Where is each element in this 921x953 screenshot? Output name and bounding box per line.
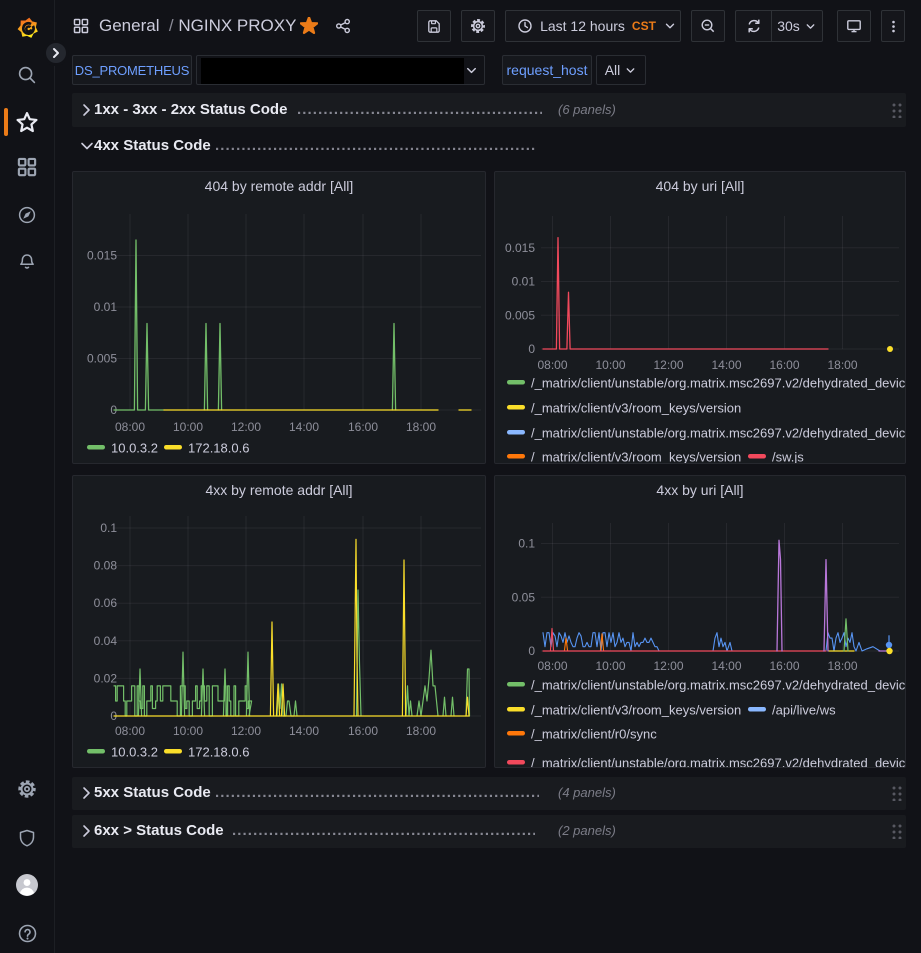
svg-text:/_matrix/client/unstable/org.m: /_matrix/client/unstable/org.matrix.msc2… xyxy=(531,678,906,693)
svg-text:172.18.0.6: 172.18.0.6 xyxy=(188,441,249,456)
svg-text:12:00: 12:00 xyxy=(653,358,683,372)
svg-text:10:00: 10:00 xyxy=(173,724,203,738)
svg-text:/_matrix/client/v3/room_keys/v: /_matrix/client/v3/room_keys/version xyxy=(531,450,741,465)
svg-text:/_matrix/client/unstable/org.m: /_matrix/client/unstable/org.matrix.msc2… xyxy=(531,376,906,391)
svg-text:/sw.js: /sw.js xyxy=(772,450,804,465)
svg-text:16:00: 16:00 xyxy=(348,724,378,738)
svg-text:/_matrix/client/unstable/org.m: /_matrix/client/unstable/org.matrix.msc2… xyxy=(531,756,906,769)
svg-text:0.04: 0.04 xyxy=(94,634,118,648)
svg-text:16:00: 16:00 xyxy=(348,420,378,434)
svg-text:0.06: 0.06 xyxy=(94,596,118,610)
svg-text:0.08: 0.08 xyxy=(94,559,118,573)
svg-text:0.015: 0.015 xyxy=(87,249,117,263)
svg-text:0.1: 0.1 xyxy=(518,537,535,551)
svg-text:0.01: 0.01 xyxy=(94,300,118,314)
svg-text:12:00: 12:00 xyxy=(231,420,261,434)
svg-text:10.0.3.2: 10.0.3.2 xyxy=(111,745,158,760)
svg-text:14:00: 14:00 xyxy=(289,420,319,434)
svg-text:14:00: 14:00 xyxy=(711,659,741,673)
svg-text:/_matrix/client/unstable/org.m: /_matrix/client/unstable/org.matrix.msc2… xyxy=(531,426,906,441)
svg-text:10:00: 10:00 xyxy=(595,659,625,673)
svg-text:18:00: 18:00 xyxy=(406,420,436,434)
svg-text:0.005: 0.005 xyxy=(87,352,117,366)
svg-text:16:00: 16:00 xyxy=(769,358,799,372)
svg-text:/api/live/ws: /api/live/ws xyxy=(772,703,836,718)
svg-text:0.01: 0.01 xyxy=(512,275,536,289)
svg-text:12:00: 12:00 xyxy=(231,724,261,738)
svg-text:18:00: 18:00 xyxy=(827,358,857,372)
svg-text:08:00: 08:00 xyxy=(537,659,567,673)
svg-text:0.02: 0.02 xyxy=(94,671,118,685)
svg-text:0.1: 0.1 xyxy=(100,521,117,535)
svg-text:08:00: 08:00 xyxy=(537,358,567,372)
svg-text:0.005: 0.005 xyxy=(505,308,535,322)
svg-text:172.18.0.6: 172.18.0.6 xyxy=(188,745,249,760)
svg-text:18:00: 18:00 xyxy=(406,724,436,738)
svg-text:/_matrix/client/v3/room_keys/v: /_matrix/client/v3/room_keys/version xyxy=(531,703,741,718)
svg-text:0: 0 xyxy=(528,644,535,658)
svg-text:16:00: 16:00 xyxy=(769,659,799,673)
svg-text:/_matrix/client/r0/sync: /_matrix/client/r0/sync xyxy=(531,727,657,742)
svg-text:0.015: 0.015 xyxy=(505,241,535,255)
svg-text:12:00: 12:00 xyxy=(653,659,683,673)
svg-text:08:00: 08:00 xyxy=(115,724,145,738)
svg-text:14:00: 14:00 xyxy=(711,358,741,372)
svg-text:0: 0 xyxy=(528,342,535,356)
svg-text:14:00: 14:00 xyxy=(289,724,319,738)
svg-text:10:00: 10:00 xyxy=(173,420,203,434)
svg-text:/_matrix/client/v3/room_keys/v: /_matrix/client/v3/room_keys/version xyxy=(531,401,741,416)
svg-text:10.0.3.2: 10.0.3.2 xyxy=(111,441,158,456)
svg-text:08:00: 08:00 xyxy=(115,420,145,434)
svg-text:0.05: 0.05 xyxy=(512,590,536,604)
svg-text:10:00: 10:00 xyxy=(595,358,625,372)
svg-text:18:00: 18:00 xyxy=(827,659,857,673)
